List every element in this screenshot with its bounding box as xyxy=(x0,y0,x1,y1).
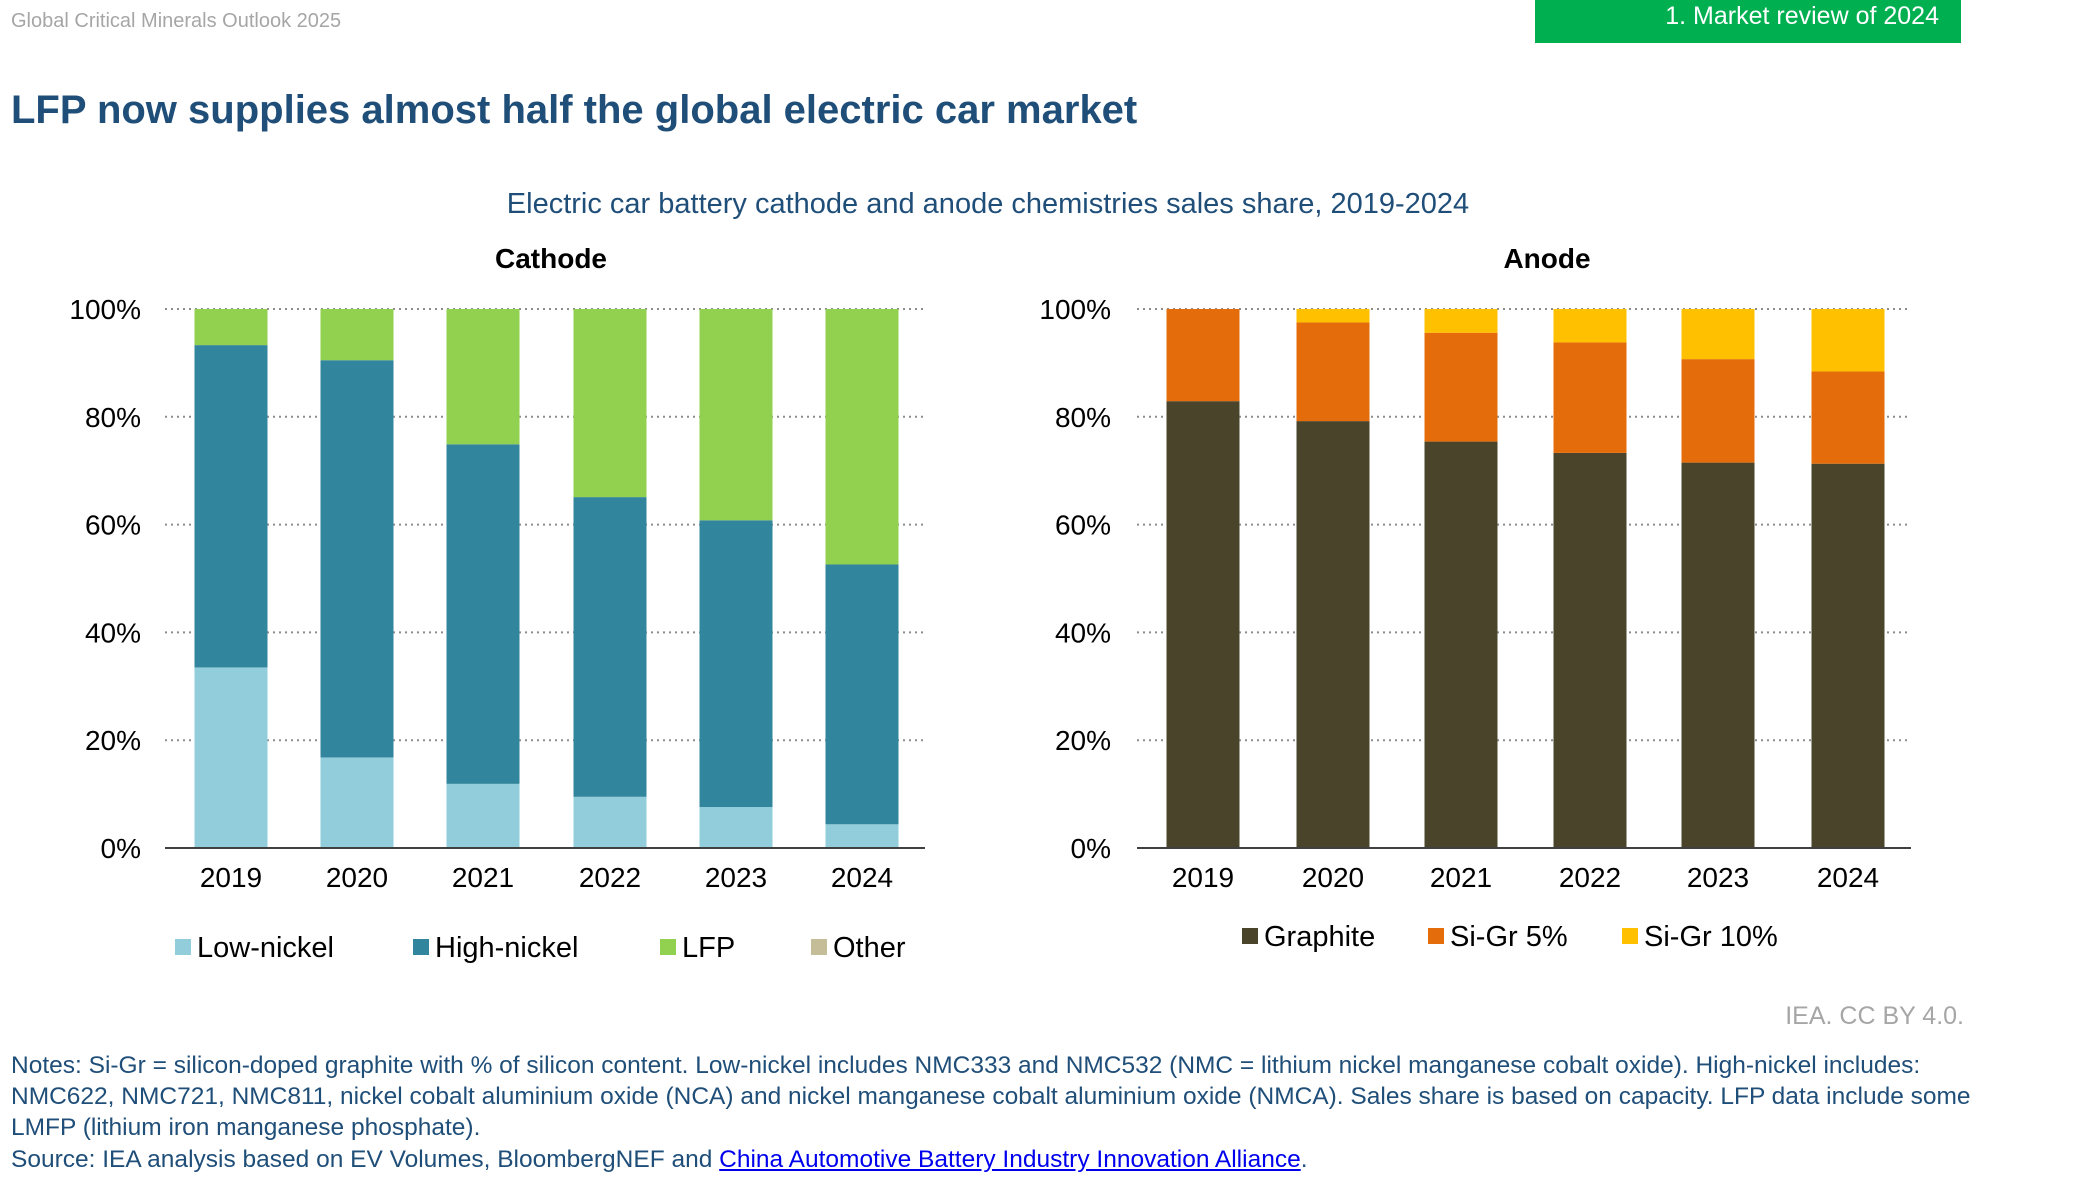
bar-segment-si-gr-10- xyxy=(1424,309,1498,333)
x-tick-label: 2021 xyxy=(1430,862,1492,893)
bar-segment-lfp xyxy=(320,309,394,361)
section-tab[interactable]: 1. Market review of 2024 xyxy=(1535,0,1961,43)
bar-segment-lfp xyxy=(573,309,647,498)
bar-segment-low-nickel xyxy=(446,783,520,848)
legend-swatch xyxy=(811,939,827,955)
bar-segment-graphite xyxy=(1811,463,1885,848)
legend-swatch xyxy=(1428,928,1444,944)
bar-segment-high-nickel xyxy=(699,520,773,808)
x-tick-label: 2024 xyxy=(1817,862,1879,893)
bar-segment-si-gr-5- xyxy=(1553,342,1627,453)
notes: Notes: Si-Gr = silicon-doped graphite wi… xyxy=(11,1052,1971,1141)
panel-title: Anode xyxy=(1503,243,1590,274)
x-tick-label: 2021 xyxy=(452,862,514,893)
legend-swatch xyxy=(1622,928,1638,944)
bar-segment-graphite xyxy=(1553,452,1627,848)
legend-swatch xyxy=(660,939,676,955)
y-tick-label: 20% xyxy=(85,725,141,756)
x-tick-label: 2019 xyxy=(1172,862,1234,893)
bar-segment-graphite xyxy=(1424,441,1498,848)
bar-segment-high-nickel xyxy=(194,345,268,668)
legend-swatch xyxy=(175,939,191,955)
y-tick-label: 100% xyxy=(1039,294,1111,325)
bar-segment-lfp xyxy=(825,309,899,565)
y-tick-label: 0% xyxy=(101,833,141,864)
bar-segment-si-gr-5- xyxy=(1166,309,1240,402)
chart-title: Electric car battery cathode and anode c… xyxy=(506,188,1470,220)
bar-segment-high-nickel xyxy=(825,564,899,825)
bar-segment-si-gr-10- xyxy=(1811,309,1885,372)
y-tick-label: 80% xyxy=(85,402,141,433)
bar-segment-graphite xyxy=(1681,462,1755,848)
legend-label: Si-Gr 10% xyxy=(1644,921,1778,953)
bar-segment-lfp xyxy=(194,309,268,346)
y-tick-label: 0% xyxy=(1071,833,1111,864)
bar-segment-lfp xyxy=(446,309,520,445)
bar-segment-si-gr-5- xyxy=(1681,359,1755,463)
bar-segment-si-gr-5- xyxy=(1296,322,1370,422)
legend-label: High-nickel xyxy=(435,932,578,964)
bar-segment-si-gr-5- xyxy=(1811,371,1885,464)
bar-segment-si-gr-10- xyxy=(1681,309,1755,360)
y-tick-label: 40% xyxy=(1055,617,1111,648)
x-tick-label: 2024 xyxy=(831,862,893,893)
bar-segment-si-gr-10- xyxy=(1553,309,1627,343)
y-tick-label: 60% xyxy=(85,510,141,541)
bar-segment-high-nickel xyxy=(446,444,520,784)
legend-label: LFP xyxy=(682,932,735,964)
bar-segment-high-nickel xyxy=(573,497,647,797)
source: Source: IEA analysis based on EV Volumes… xyxy=(11,1146,1308,1174)
bar-segment-low-nickel xyxy=(573,796,647,848)
page-title: LFP now supplies almost half the global … xyxy=(11,88,1138,132)
bar-segment-low-nickel xyxy=(699,807,773,848)
legend-label: Graphite xyxy=(1264,921,1375,953)
bar-segment-graphite xyxy=(1296,421,1370,848)
bar-segment-low-nickel xyxy=(825,824,899,848)
y-tick-label: 100% xyxy=(69,294,141,325)
panel-title: Cathode xyxy=(495,243,607,274)
legend-swatch xyxy=(413,939,429,955)
bar-segment-si-gr-5- xyxy=(1424,332,1498,442)
source-link[interactable]: China Automotive Battery Industry Innova… xyxy=(719,1146,1301,1173)
y-tick-label: 20% xyxy=(1055,725,1111,756)
bar-segment-low-nickel xyxy=(320,757,394,848)
legend-swatch xyxy=(1242,928,1258,944)
x-tick-label: 2022 xyxy=(579,862,641,893)
x-tick-label: 2022 xyxy=(1559,862,1621,893)
legend-label: Other xyxy=(833,932,906,964)
credit: IEA. CC BY 4.0. xyxy=(1785,1002,1964,1030)
x-tick-label: 2020 xyxy=(326,862,388,893)
bar-segment-high-nickel xyxy=(320,360,394,758)
y-tick-label: 80% xyxy=(1055,402,1111,433)
x-tick-label: 2023 xyxy=(1687,862,1749,893)
y-tick-label: 60% xyxy=(1055,510,1111,541)
legend-label: Low-nickel xyxy=(197,932,334,964)
bar-segment-graphite xyxy=(1166,401,1240,848)
bar-segment-lfp xyxy=(699,309,773,521)
report-name: Global Critical Minerals Outlook 2025 xyxy=(11,10,342,32)
bar-segment-low-nickel xyxy=(194,667,268,848)
bar-segment-si-gr-10- xyxy=(1296,309,1370,323)
legend-label: Si-Gr 5% xyxy=(1450,921,1568,953)
y-tick-label: 40% xyxy=(85,617,141,648)
source-prefix: Source: IEA analysis based on EV Volumes… xyxy=(11,1146,720,1173)
source-suffix: . xyxy=(1300,1146,1308,1173)
x-tick-label: 2019 xyxy=(200,862,262,893)
x-tick-label: 2023 xyxy=(705,862,767,893)
x-tick-label: 2020 xyxy=(1302,862,1364,893)
